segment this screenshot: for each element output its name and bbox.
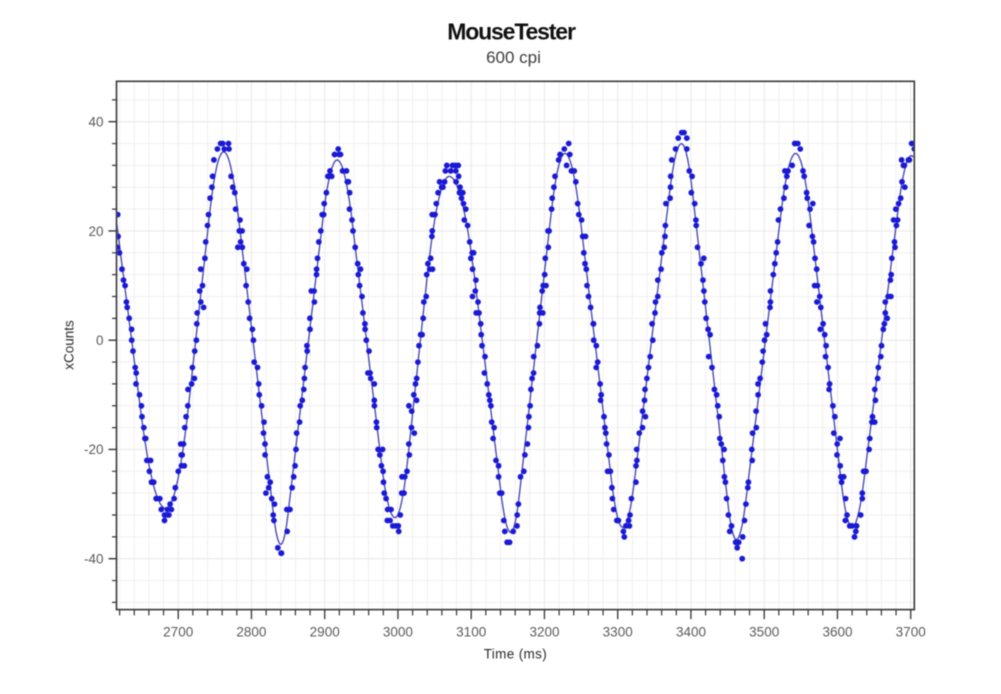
svg-text:3700: 3700 — [896, 625, 926, 640]
svg-text:600 cpi: 600 cpi — [486, 48, 541, 67]
svg-text:2900: 2900 — [310, 625, 340, 640]
svg-text:xCounts: xCounts — [62, 320, 77, 370]
svg-text:Time (ms): Time (ms) — [484, 647, 547, 662]
svg-text:20: 20 — [88, 224, 103, 239]
svg-text:0: 0 — [96, 333, 104, 348]
svg-text:2700: 2700 — [163, 625, 193, 640]
svg-text:40: 40 — [88, 115, 103, 130]
svg-text:2800: 2800 — [236, 625, 266, 640]
svg-text:MouseTester: MouseTester — [447, 19, 576, 45]
svg-text:3200: 3200 — [529, 625, 559, 640]
svg-text:3600: 3600 — [822, 625, 852, 640]
svg-text:3500: 3500 — [749, 625, 779, 640]
svg-text:-20: -20 — [84, 442, 104, 457]
svg-text:3300: 3300 — [603, 625, 633, 640]
svg-text:3400: 3400 — [676, 625, 706, 640]
svg-text:3000: 3000 — [383, 625, 413, 640]
svg-text:-40: -40 — [84, 552, 104, 567]
svg-text:3100: 3100 — [456, 625, 486, 640]
